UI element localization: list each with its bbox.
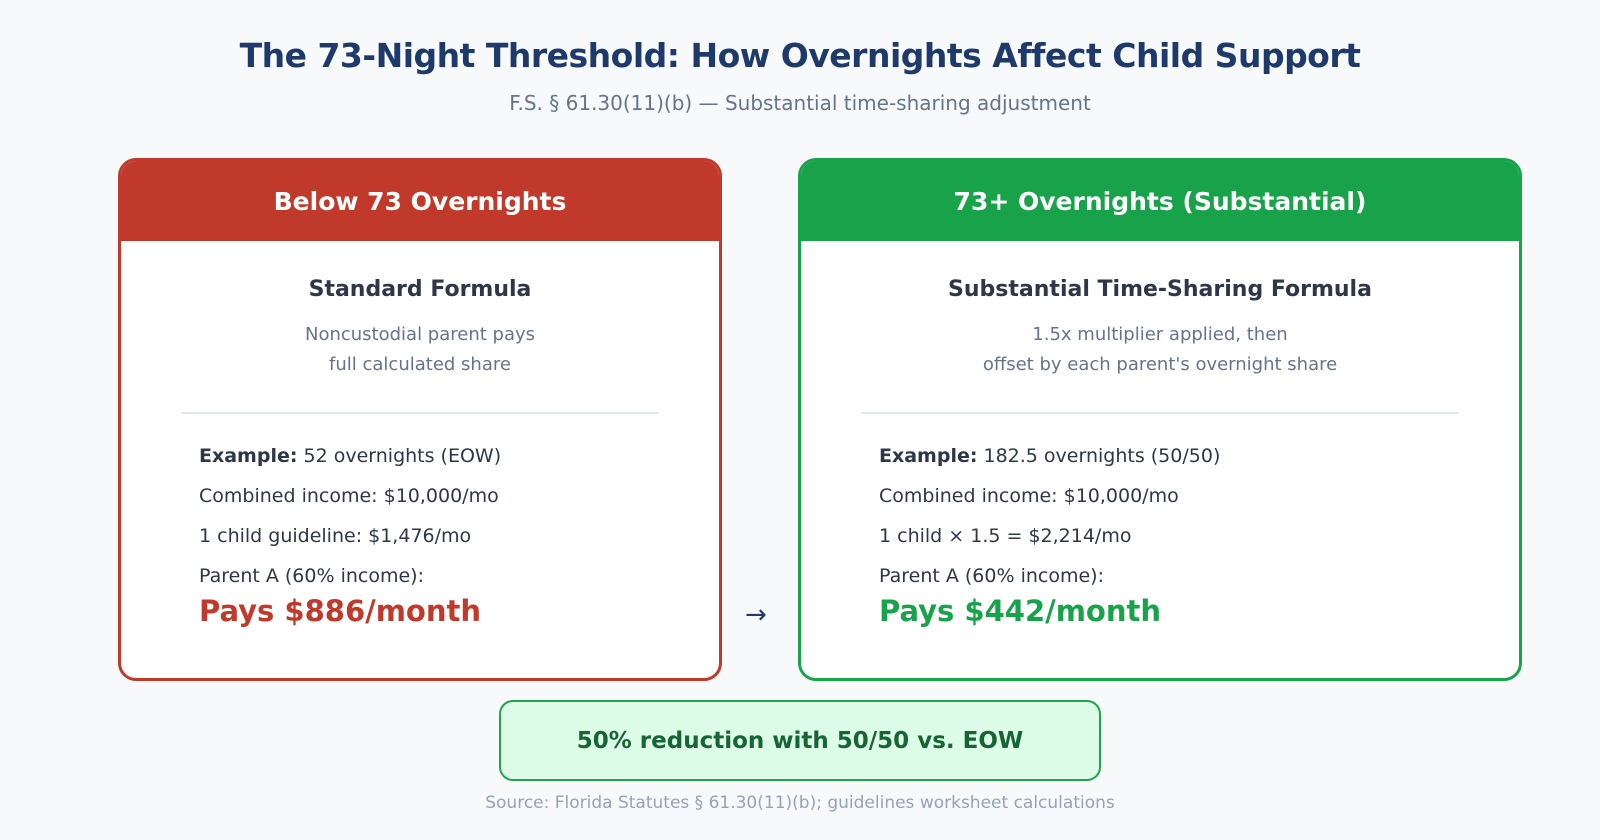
- example-block: Example: 182.5 overnights (50/50) Combin…: [801, 414, 1519, 628]
- combined-income: Combined income: $10,000/mo: [199, 485, 499, 507]
- formula-description: 1.5x multiplier applied, then offset by …: [801, 320, 1519, 380]
- combined-income: Combined income: $10,000/mo: [879, 485, 1179, 507]
- payment-result: Pays $442/month: [879, 594, 1162, 628]
- example-label: Example:: [879, 445, 978, 467]
- guideline-amount: 1 child guideline: $1,476/mo: [199, 525, 472, 547]
- desc-line: 1.5x multiplier applied, then: [1032, 324, 1288, 345]
- page-subtitle: F.S. § 61.30(11)(b) — Substantial time-s…: [509, 91, 1091, 115]
- source-note: Source: Florida Statutes § 61.30(11)(b);…: [485, 793, 1115, 813]
- formula-title: Standard Formula: [308, 277, 532, 302]
- arrow-icon: →: [745, 600, 767, 630]
- below-threshold-card: Below 73 Overnights Standard Formula Non…: [118, 158, 722, 681]
- example-label: Example:: [199, 445, 298, 467]
- desc-line: Noncustodial parent pays: [304, 324, 536, 345]
- example-block: Example: 52 overnights (EOW) Combined in…: [121, 414, 719, 628]
- guideline-amount: 1 child × 1.5 = $2,214/mo: [879, 525, 1132, 547]
- card-header: Below 73 Overnights: [121, 161, 719, 241]
- card-header: 73+ Overnights (Substantial): [801, 161, 1519, 241]
- formula-title: Substantial Time-Sharing Formula: [948, 277, 1372, 302]
- example-value: 182.5 overnights (50/50): [977, 445, 1221, 467]
- parent-share: Parent A (60% income):: [199, 565, 424, 587]
- desc-line: full calculated share: [329, 354, 511, 375]
- payment-result: Pays $886/month: [199, 594, 482, 628]
- divider: [181, 412, 659, 414]
- formula-description: Noncustodial parent pays full calculated…: [121, 320, 719, 380]
- example-line: Example: 182.5 overnights (50/50): [879, 440, 1519, 480]
- desc-line: offset by each parent's overnight share: [982, 354, 1338, 375]
- page-title: The 73-Night Threshold: How Overnights A…: [239, 36, 1361, 75]
- divider: [861, 412, 1459, 414]
- summary-callout: 50% reduction with 50/50 vs. EOW: [499, 700, 1101, 781]
- substantial-card: 73+ Overnights (Substantial) Substantial…: [798, 158, 1522, 681]
- parent-share: Parent A (60% income):: [879, 565, 1104, 587]
- example-value: 52 overnights (EOW): [297, 445, 502, 467]
- example-line: Example: 52 overnights (EOW): [199, 440, 719, 480]
